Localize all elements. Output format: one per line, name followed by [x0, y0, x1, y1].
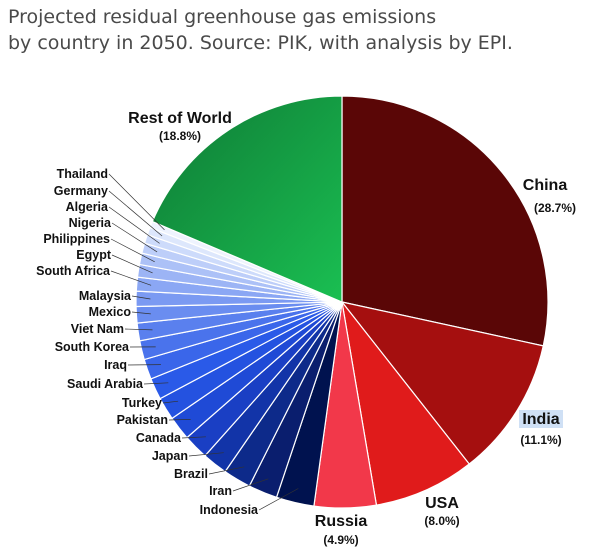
slice-label-russia: Russia	[315, 513, 368, 530]
leader-line-egypt	[111, 254, 153, 274]
leader-line-algeria	[108, 206, 160, 244]
india-label-highlight	[519, 410, 563, 428]
slice-label-canada: Canada	[136, 431, 182, 445]
leader-line-south-africa	[110, 270, 152, 286]
slice-label-viet-nam: Viet Nam	[71, 322, 124, 336]
leader-line-brazil	[208, 466, 245, 475]
leader-line-germany	[108, 190, 163, 237]
leader-line-nigeria	[111, 222, 158, 253]
slice-pct-india: (11.1%)	[520, 433, 561, 447]
leader-line-malaysia	[131, 295, 151, 300]
slice-pct-usa: (8.0%)	[424, 514, 459, 528]
slice-label-turkey: Turkey	[122, 396, 162, 410]
slice-label-malaysia: Malaysia	[79, 289, 132, 303]
pie-slice-rest-of-world	[151, 95, 343, 303]
pie-slices	[135, 95, 549, 509]
leader-line-mexico	[131, 311, 151, 315]
leader-line-turkey	[162, 400, 179, 404]
pie-slice-india	[340, 301, 544, 465]
slice-pct-russia: (4.9%)	[323, 533, 358, 547]
slice-label-germany: Germany	[54, 184, 108, 198]
chart-title: Projected residual greenhouse gas emissi…	[8, 4, 588, 56]
slice-label-south-korea: South Korea	[55, 340, 130, 354]
leader-line-thailand	[108, 173, 165, 231]
slice-label-indonesia: Indonesia	[200, 503, 259, 517]
slice-label-china: China	[523, 177, 568, 194]
slice-label-iraq: Iraq	[104, 358, 127, 372]
pie-labels: China (28.7%) India (11.1%) USA (8.0%) Russia (…	[36, 110, 576, 547]
slice-label-india: India	[522, 411, 559, 428]
slice-label-brazil: Brazil	[174, 467, 208, 481]
leader-line-canada	[181, 436, 206, 439]
leader-line-philippines	[110, 238, 155, 263]
slice-label-philippines: Philippines	[43, 232, 110, 246]
slice-label-egypt: Egypt	[76, 248, 112, 262]
slice-label-japan: Japan	[152, 449, 188, 463]
slice-pct-china: (28.7%)	[534, 201, 576, 215]
pie-slice-usa	[341, 301, 471, 506]
slice-label-iran: Iran	[209, 484, 232, 498]
slice-label-mexico: Mexico	[89, 305, 132, 319]
chart-title-line-1: Projected residual greenhouse gas emissi…	[8, 6, 437, 28]
slice-label-rest-of-world: Rest of World	[128, 110, 232, 127]
slice-label-saudi-arabia: Saudi Arabia	[67, 377, 144, 391]
leader-line-indonesia	[258, 488, 299, 511]
chart-title-line-2: by country in 2050. Source: PIK, with an…	[8, 32, 513, 54]
pie-slice-china	[341, 95, 549, 347]
slice-label-algeria: Algeria	[66, 200, 109, 214]
leader-line-iran	[232, 478, 269, 492]
slice-label-south-africa: South Africa	[36, 264, 111, 278]
slice-label-pakistan: Pakistan	[117, 413, 168, 427]
slice-label-nigeria: Nigeria	[69, 216, 112, 230]
slice-label-thailand: Thailand	[57, 167, 108, 181]
slice-label-usa: USA	[425, 495, 459, 512]
slice-pct-rest-of-world: (18.8%)	[159, 129, 201, 143]
leader-line-japan	[188, 452, 224, 457]
leader-lines	[108, 173, 299, 511]
leader-line-viet-nam	[124, 328, 153, 331]
leader-line-pakistan	[168, 419, 191, 421]
leader-line-saudi-arabia	[143, 382, 169, 385]
